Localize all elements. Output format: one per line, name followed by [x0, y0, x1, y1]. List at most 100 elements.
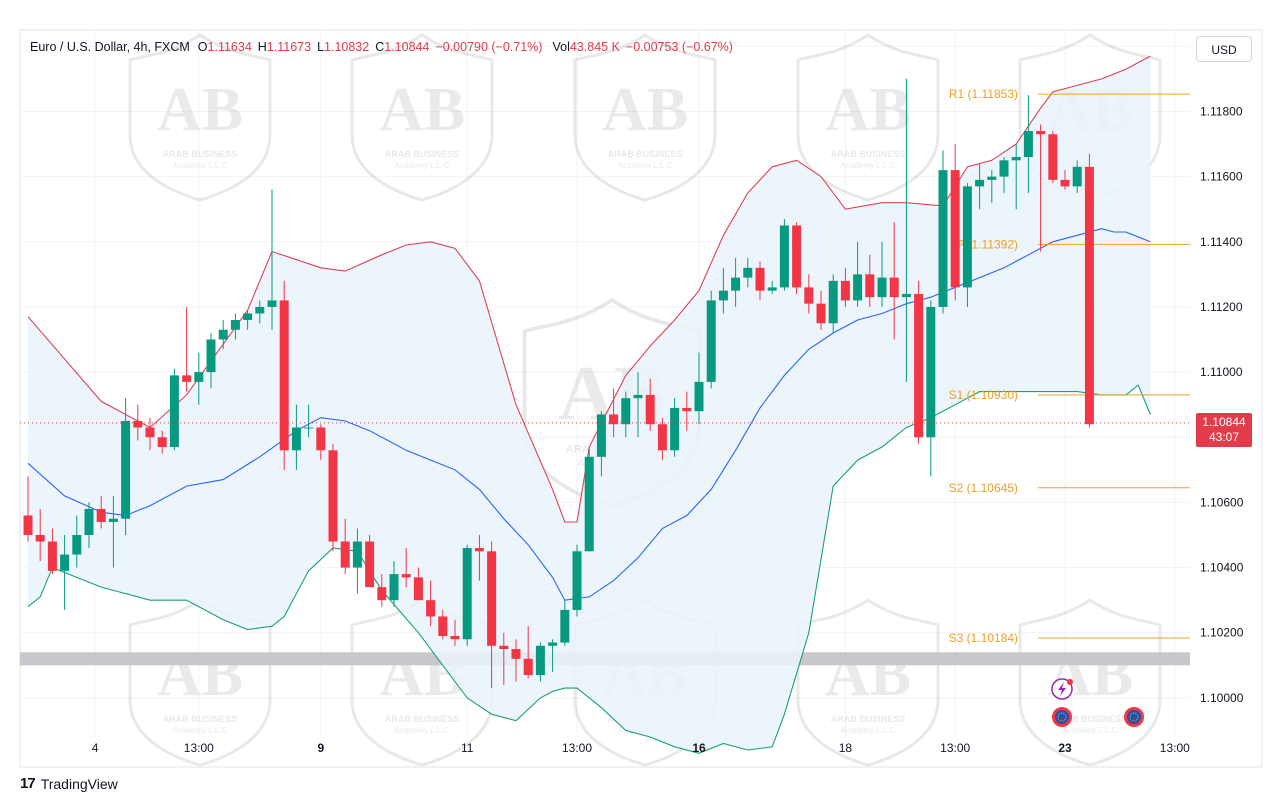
candle[interactable] [950, 144, 960, 301]
y-axis[interactable]: 1.120001.118001.116001.114001.112001.110… [1200, 39, 1244, 705]
candle[interactable] [731, 258, 741, 307]
candle[interactable] [194, 352, 204, 405]
candle[interactable] [218, 319, 228, 350]
candle[interactable] [377, 574, 387, 607]
candle[interactable] [499, 632, 509, 685]
candle[interactable] [767, 280, 777, 294]
footer-brand[interactable]: 17 TradingView [20, 775, 118, 792]
brand-name[interactable]: TradingView [40, 775, 118, 792]
candle[interactable] [96, 495, 106, 529]
candle[interactable] [1048, 131, 1058, 184]
candle[interactable] [230, 313, 240, 340]
candle[interactable] [121, 398, 131, 535]
candle[interactable] [877, 241, 887, 307]
candle[interactable] [609, 388, 619, 438]
candle[interactable] [474, 535, 484, 581]
candle[interactable] [572, 544, 582, 617]
candle[interactable] [84, 502, 94, 549]
candle[interactable] [962, 183, 972, 307]
candle[interactable] [169, 368, 179, 451]
candle[interactable] [1072, 160, 1082, 193]
candle[interactable] [535, 642, 545, 682]
candle[interactable] [1023, 95, 1033, 193]
candle[interactable] [47, 528, 57, 575]
candle[interactable] [670, 398, 680, 457]
candle[interactable] [779, 218, 789, 291]
economic-event-icon[interactable] [1052, 707, 1072, 727]
candle[interactable] [840, 267, 850, 307]
candle[interactable] [645, 378, 655, 431]
candle[interactable] [279, 280, 289, 470]
candle[interactable] [145, 417, 155, 451]
candle[interactable] [914, 280, 924, 444]
candle[interactable] [487, 541, 497, 689]
candle[interactable] [657, 417, 667, 461]
lightning-event-icon[interactable] [1051, 678, 1073, 700]
candle[interactable] [1084, 153, 1094, 428]
candle[interactable] [1060, 170, 1070, 190]
candle[interactable] [243, 310, 253, 330]
candle[interactable] [694, 352, 704, 425]
candle[interactable] [987, 170, 997, 203]
candle[interactable] [743, 258, 753, 288]
candle[interactable] [108, 495, 118, 568]
candle[interactable] [975, 163, 985, 210]
currency-button[interactable]: USD [1196, 36, 1252, 62]
candle[interactable] [718, 267, 728, 314]
event-icons[interactable] [1051, 678, 1144, 727]
candle[interactable] [182, 306, 192, 392]
candle[interactable] [682, 391, 692, 431]
candle[interactable] [792, 222, 802, 294]
candle[interactable] [23, 476, 33, 542]
candle[interactable] [560, 600, 570, 646]
symbol-name[interactable]: Euro / U.S. Dollar, 4h, FXCM [30, 40, 190, 54]
candle[interactable] [584, 447, 594, 552]
candle[interactable] [523, 626, 533, 679]
candle[interactable] [633, 372, 643, 438]
candle[interactable] [926, 300, 936, 477]
candle[interactable] [755, 261, 765, 301]
candle[interactable] [72, 515, 82, 568]
candle[interactable] [401, 548, 411, 588]
candle[interactable] [35, 508, 45, 562]
candle[interactable] [438, 609, 448, 640]
candle[interactable] [1011, 144, 1021, 210]
candle[interactable] [413, 567, 423, 601]
candle[interactable] [304, 404, 314, 438]
candle[interactable] [804, 274, 814, 314]
candle[interactable] [255, 300, 265, 324]
candle[interactable] [389, 561, 399, 607]
candle[interactable] [352, 528, 362, 594]
candle[interactable] [706, 290, 716, 389]
candle[interactable] [328, 443, 338, 552]
candle[interactable] [596, 411, 606, 477]
candles[interactable] [23, 78, 1094, 689]
candle[interactable] [621, 391, 631, 438]
candle[interactable] [60, 535, 70, 610]
candle[interactable] [426, 580, 436, 627]
candle[interactable] [816, 290, 826, 330]
candle[interactable] [511, 639, 521, 682]
candle[interactable] [828, 274, 838, 333]
candle[interactable] [853, 241, 863, 307]
candle[interactable] [316, 424, 326, 461]
economic-event-icon[interactable] [1124, 707, 1144, 727]
candle[interactable] [865, 254, 875, 307]
candle[interactable] [340, 518, 350, 575]
x-axis[interactable]: 4 13:00 9 11 13:00 16 18 13:00 23 13:00 [92, 741, 1190, 755]
candle[interactable] [999, 157, 1009, 193]
candle[interactable] [938, 150, 948, 314]
candle[interactable] [901, 78, 911, 382]
candle[interactable] [462, 544, 472, 646]
candle[interactable] [133, 404, 143, 441]
candle[interactable] [548, 639, 558, 672]
candle[interactable] [267, 189, 277, 330]
candle[interactable] [206, 333, 216, 389]
candle[interactable] [365, 535, 375, 588]
candle[interactable] [450, 619, 460, 646]
candle[interactable] [157, 430, 167, 454]
candle[interactable] [1036, 124, 1046, 252]
